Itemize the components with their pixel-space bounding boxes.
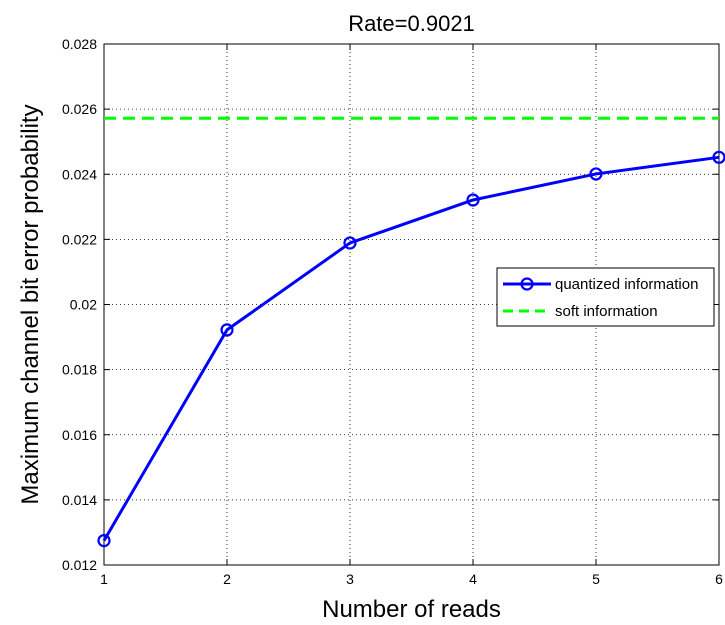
y-tick-label: 0.028	[62, 36, 97, 52]
x-tick-label: 2	[223, 571, 231, 587]
y-tick-label: 0.012	[62, 557, 97, 573]
y-axis-label: Maximum channel bit error probability	[17, 104, 44, 504]
x-tick-label: 1	[100, 571, 108, 587]
y-tick-label: 0.022	[62, 231, 97, 247]
data-point	[220, 323, 234, 337]
legend-box	[496, 267, 715, 327]
x-axis-label: Number of reads	[322, 596, 501, 623]
axis-ticks: 1 2 3 4 5 6 0.012 0.014 0.016 0.018 0.02 0.022 0.024…	[62, 36, 723, 587]
y-tick-label: 0.024	[62, 166, 97, 182]
data-point	[97, 533, 111, 548]
legend-label-0: quantized information	[555, 276, 698, 293]
legend-marker-0	[520, 277, 534, 291]
y-tick-label: 0.026	[62, 101, 97, 117]
data-point	[589, 167, 603, 181]
data-point	[343, 236, 357, 250]
x-tick-label: 5	[592, 571, 600, 587]
x-tick-label: 3	[346, 571, 354, 587]
data-point	[466, 193, 480, 207]
legend: quantized information soft information	[496, 267, 715, 327]
legend-label-1: soft information	[555, 303, 658, 320]
series-lines	[97, 116, 725, 548]
series-line-0	[102, 155, 720, 542]
x-tick-label: 6	[715, 571, 723, 587]
chart-title: Rate=0.9021	[348, 11, 475, 36]
y-tick-label: 0.018	[62, 362, 97, 378]
y-tick-label: 0.02	[70, 297, 97, 313]
y-tick-label: 0.014	[62, 492, 97, 508]
y-tick-label: 0.016	[62, 427, 97, 443]
x-tick-label: 4	[469, 571, 477, 587]
